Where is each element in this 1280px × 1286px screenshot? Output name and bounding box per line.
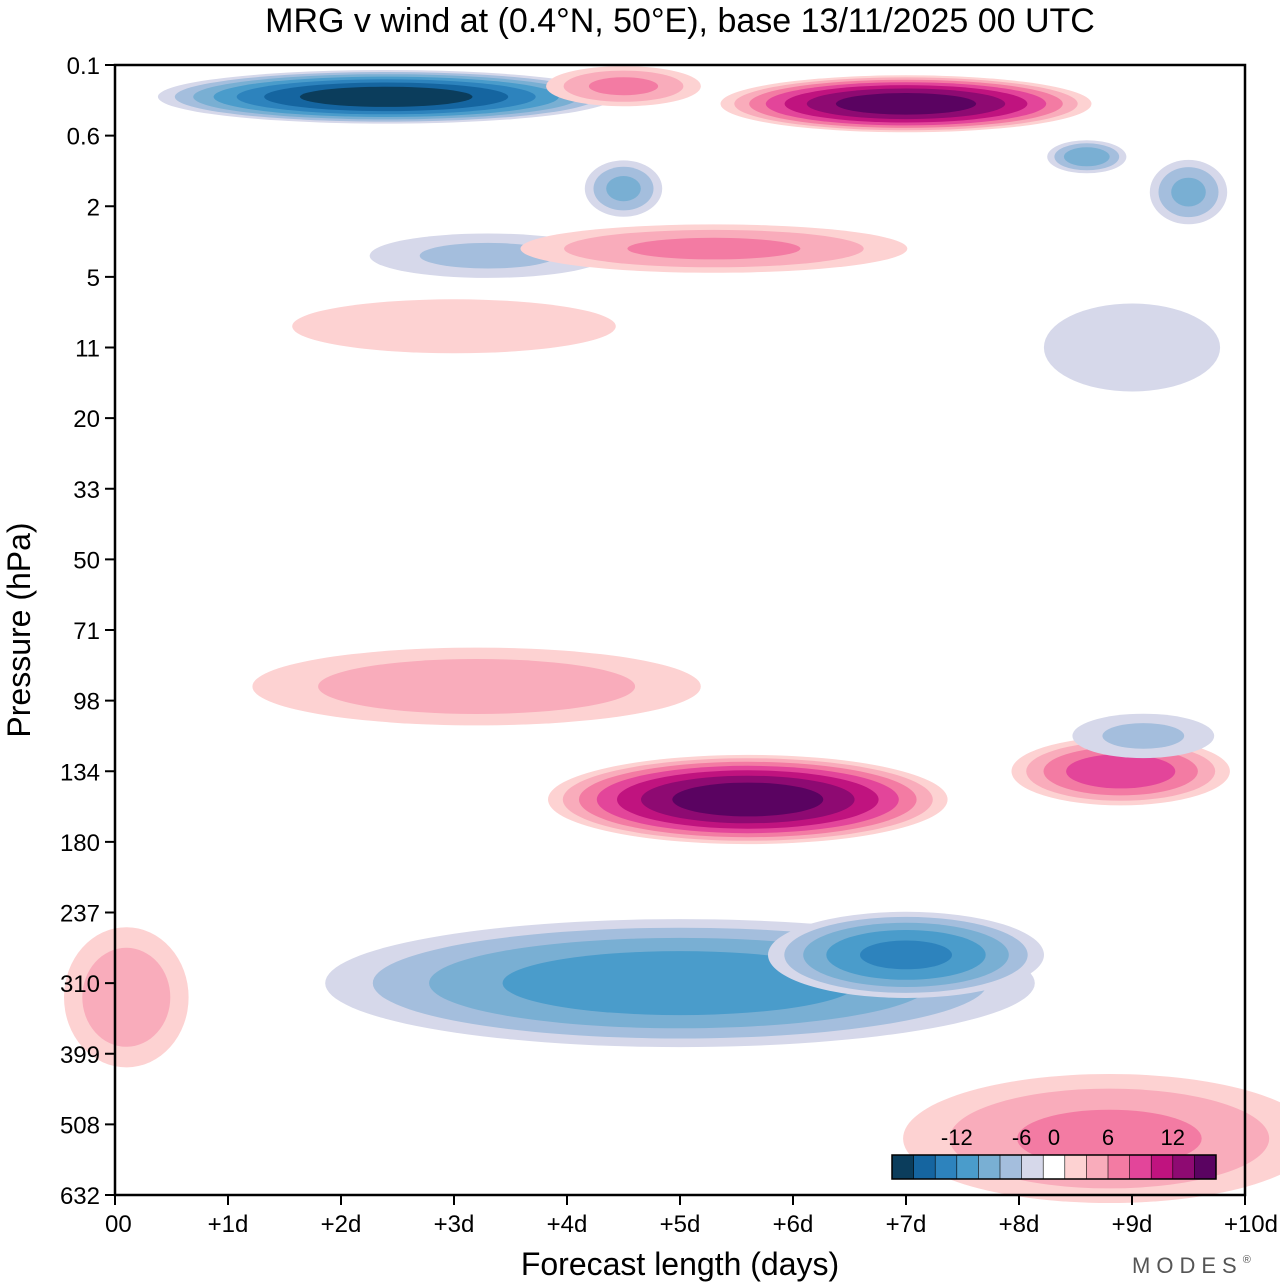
contour-feature (1072, 713, 1215, 759)
colorbar-tick-label: 12 (1161, 1125, 1185, 1150)
colorbar-swatch (1172, 1155, 1195, 1179)
colorbar-swatch (1108, 1155, 1130, 1179)
contour-band (627, 237, 801, 260)
y-tick-label: 2 (87, 194, 100, 221)
x-tick-label: +8d (999, 1211, 1040, 1238)
contour-band (1043, 303, 1221, 392)
colorbar-swatch (1021, 1155, 1044, 1179)
y-axis-ticks: 0.1 0.6 2 5 11 20 33 50 71 98 134 180 237 310 399 508 63… (60, 53, 115, 1210)
contour-feature (584, 160, 663, 217)
y-tick-label: 632 (60, 1183, 100, 1210)
y-axis-label: Pressure (hPa) (1, 522, 37, 737)
colorbar-swatch (935, 1155, 958, 1179)
contour-band (860, 940, 952, 970)
x-tick-label: +10d (1224, 1211, 1278, 1238)
y-tick-label: 310 (60, 971, 100, 998)
colorbar-tick-label: -6 (1012, 1125, 1032, 1150)
contour-feature (1047, 140, 1127, 174)
colorbar-frame (891, 1154, 1217, 1180)
y-tick-label: 50 (73, 547, 100, 574)
y-tick-label: 508 (60, 1112, 100, 1139)
chart-title: MRG v wind at (0.4°N, 50°E), base 13/11/… (265, 2, 1095, 40)
x-axis-label: Forecast length (days) (521, 1246, 839, 1282)
contour-feature (546, 66, 701, 107)
y-tick-label: 0.1 (67, 53, 100, 80)
y-tick-label: 98 (73, 689, 100, 716)
contour-band (1171, 177, 1206, 207)
contour-feature (1043, 303, 1221, 392)
contour-feature (1011, 737, 1230, 806)
colorbar-tick-label: 0 (1048, 1125, 1060, 1150)
contour-band (1066, 754, 1176, 789)
contour-feature (720, 75, 1092, 133)
colorbar-swatch (1151, 1155, 1174, 1179)
contour-band (835, 93, 977, 115)
contour-feature (768, 911, 1044, 999)
contour-band (318, 659, 636, 714)
modes-logo-text: MODES (1132, 1253, 1243, 1278)
contour-band (502, 951, 858, 1016)
contour-band (1102, 723, 1185, 749)
colorbar-swatch (1194, 1155, 1217, 1179)
y-tick-label: 20 (73, 406, 100, 433)
colorbar-swatch (892, 1155, 914, 1179)
contour-feature (520, 224, 908, 273)
x-tick-label: +6d (773, 1211, 814, 1238)
colorbar-tick-label: -12 (941, 1125, 973, 1150)
colorbar-swatch (913, 1155, 936, 1179)
y-tick-label: 5 (87, 265, 100, 292)
x-tick-label: +4d (547, 1211, 588, 1238)
contour-feature (252, 647, 701, 726)
x-tick-label: +7d (886, 1211, 927, 1238)
y-tick-label: 399 (60, 1042, 100, 1069)
contour-band (588, 77, 659, 96)
y-tick-label: 237 (60, 901, 100, 928)
x-tick-label: +5d (660, 1211, 701, 1238)
x-tick-label: +9d (1112, 1211, 1153, 1238)
x-tick-label: +1d (208, 1211, 249, 1238)
contour-feature (292, 299, 616, 354)
x-axis-ticks: 00 +1d +2d +3d +4d +5d +6d +7d +8d +9d +10d (105, 1195, 1278, 1238)
y-tick-label: 11 (75, 336, 100, 363)
x-tick-label: +2d (321, 1211, 362, 1238)
colorbar-swatch (1129, 1155, 1152, 1179)
x-tick-label: 00 (105, 1211, 132, 1238)
x-tick-label: +3d (434, 1211, 475, 1238)
y-tick-label: 0.6 (67, 124, 100, 151)
colorbar-swatch (978, 1155, 1001, 1179)
contour-band (299, 86, 473, 107)
modes-logo: MODES® (1132, 1253, 1251, 1278)
colorbar-tick-label: 6 (1102, 1125, 1114, 1150)
y-tick-label: 180 (60, 830, 100, 857)
contour-feature (157, 70, 615, 124)
colorbar: -12 -6 0 6 12 (891, 1125, 1217, 1180)
contour-band (672, 782, 824, 817)
contour-feature (1149, 159, 1228, 225)
y-tick-label: 71 (73, 618, 100, 645)
contour-band (1063, 147, 1110, 167)
y-tick-label: 134 (60, 759, 100, 786)
colorbar-swatch (1064, 1155, 1087, 1179)
contour-band (82, 947, 171, 1047)
y-tick-label: 33 (73, 477, 100, 504)
colorbar-swatch (1043, 1155, 1066, 1179)
colorbar-swatch (956, 1155, 979, 1179)
contour-band (606, 176, 641, 202)
contour-feature (64, 927, 189, 1068)
contour-band (1017, 1109, 1202, 1168)
contour-feature (548, 754, 948, 845)
contour-band (292, 299, 616, 354)
registered-mark: ® (1243, 1254, 1251, 1266)
contour-fills (64, 66, 1280, 1203)
colorbar-swatch (1000, 1155, 1022, 1179)
colorbar-swatch (1086, 1155, 1109, 1179)
